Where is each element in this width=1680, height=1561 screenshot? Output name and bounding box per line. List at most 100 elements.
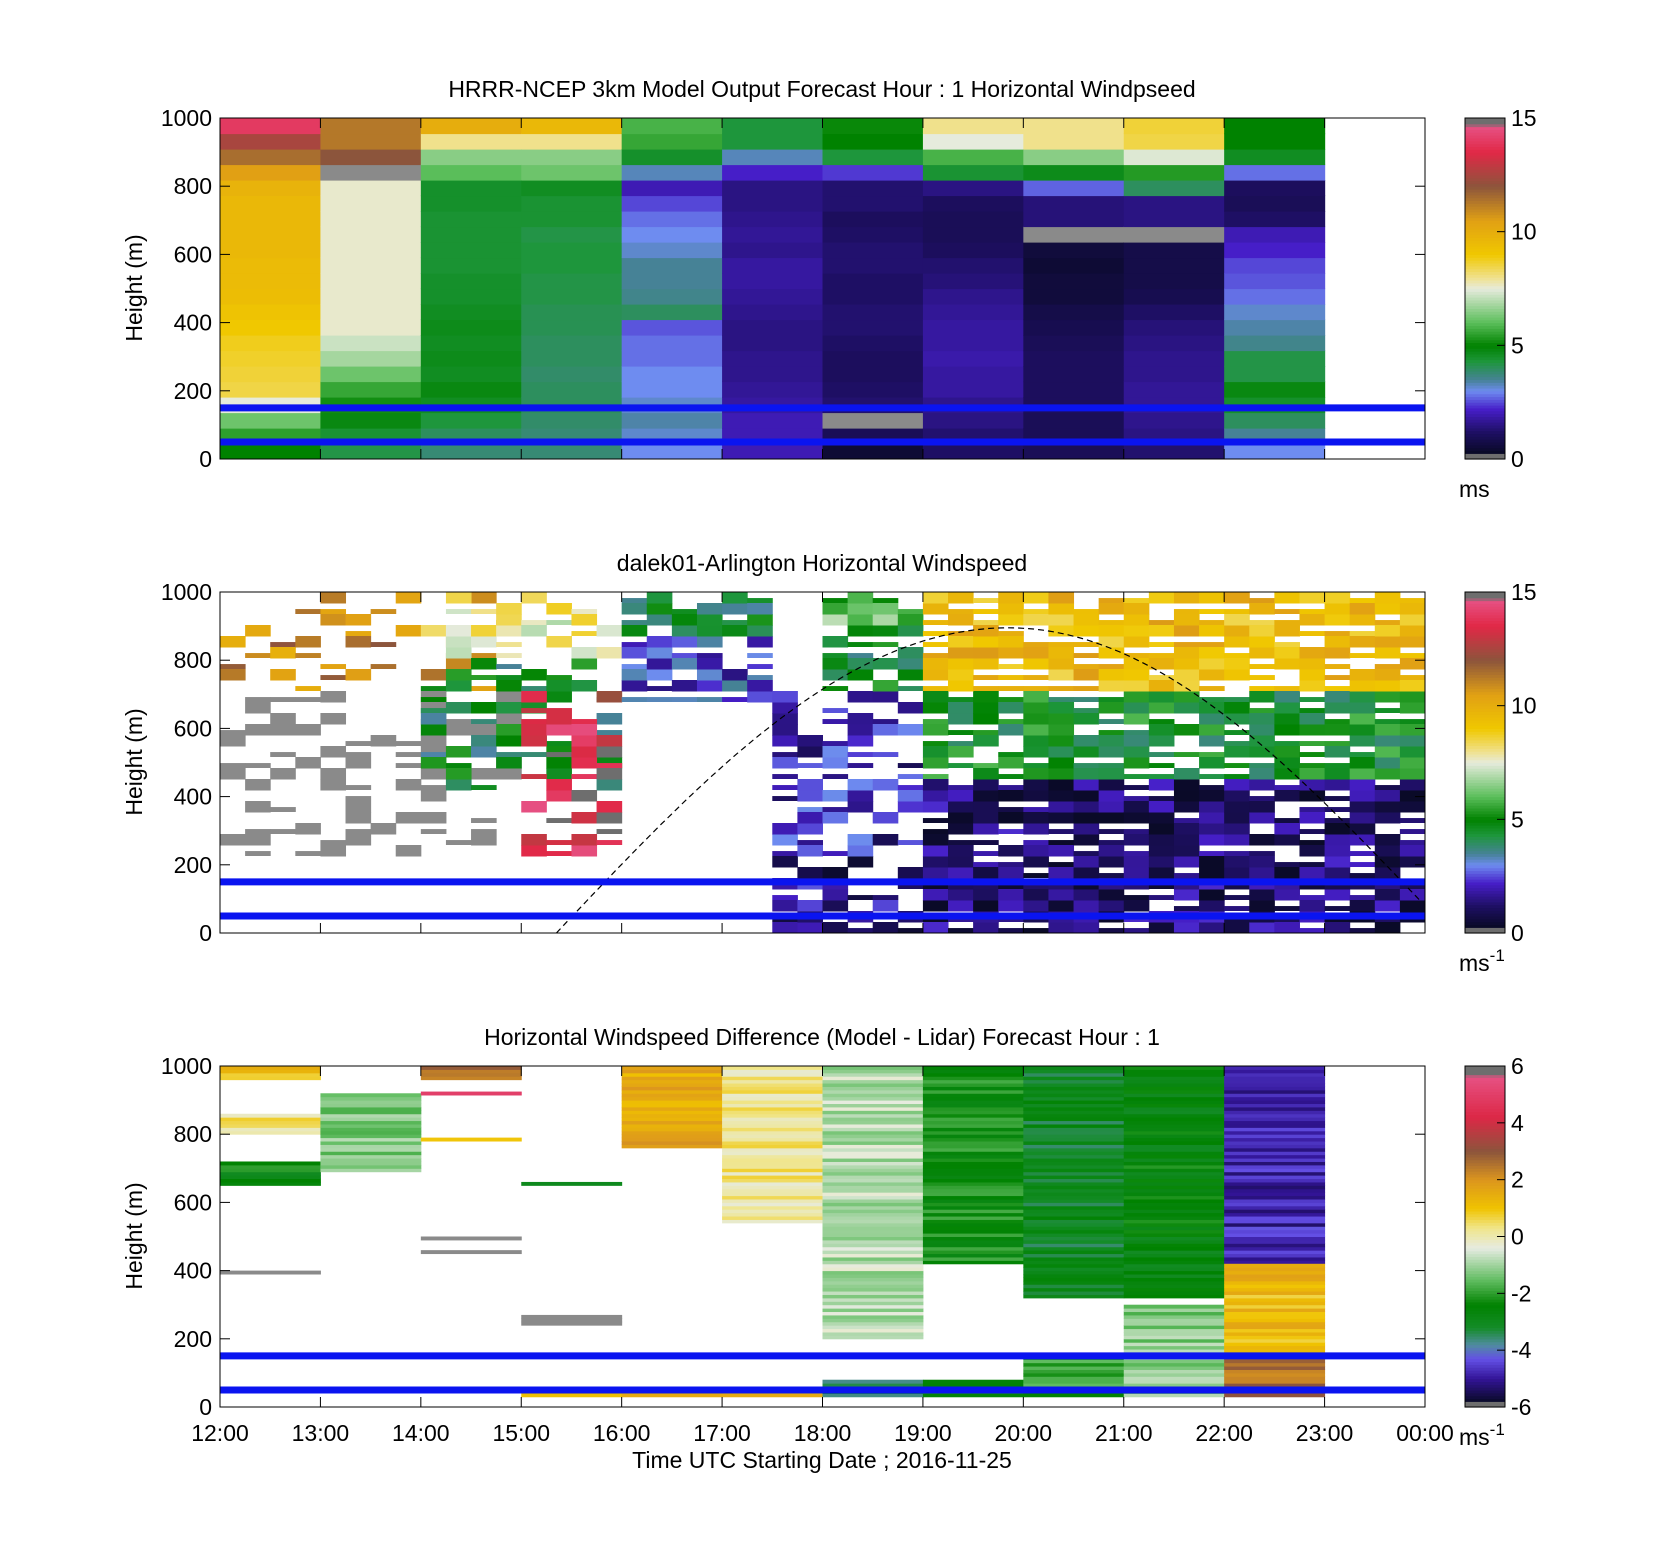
diff-cell <box>1123 1134 1225 1139</box>
lidar-cell <box>998 752 1024 757</box>
lidar-cell <box>496 713 522 725</box>
colorbar-swatch <box>1465 825 1505 829</box>
colorbar-swatch <box>1465 1375 1505 1380</box>
panel-2-heatmap <box>220 587 1425 933</box>
diff-cell <box>922 1072 1024 1077</box>
lidar-cell <box>1399 779 1425 791</box>
colorbar-tick-label: -2 <box>1511 1280 1531 1306</box>
lidar-cell <box>922 719 949 724</box>
lidar-cell <box>797 867 823 879</box>
model-cell <box>1224 242 1326 259</box>
colorbar-swatch <box>1465 830 1505 835</box>
colorbar-swatch <box>1465 910 1505 914</box>
lidar-cell <box>471 592 497 593</box>
lidar-cell <box>1199 620 1225 625</box>
lidar-cell <box>747 625 773 637</box>
lidar-cell <box>998 790 1024 802</box>
colorbar-swatch <box>1465 836 1505 840</box>
lidar-cell <box>1224 697 1250 702</box>
diff-cell <box>1224 1202 1326 1207</box>
lidar-cell <box>1048 790 1075 802</box>
model-cell <box>521 319 623 336</box>
lidar-cell <box>998 774 1024 779</box>
colorbar-swatch <box>1465 1335 1505 1340</box>
lidar-cell <box>1023 873 1049 878</box>
lidar-cell <box>571 845 598 857</box>
lidar-cell <box>1098 620 1125 625</box>
diff-cell <box>521 1318 623 1323</box>
panel-1-title: HRRR-NCEP 3km Model Output Forecast Hour… <box>448 76 1195 102</box>
lidar-cell <box>370 642 397 647</box>
lidar-cell <box>1299 614 1326 626</box>
model-cell <box>320 242 422 259</box>
lidar-cell <box>420 812 447 824</box>
lidar-cell <box>1048 592 1075 604</box>
colorbar-swatch <box>1465 1119 1505 1124</box>
lidar-cell <box>546 840 572 845</box>
colorbar-swatch <box>1465 1105 1505 1110</box>
lidar-cell <box>1274 625 1300 637</box>
lidar-cell <box>973 675 999 680</box>
diff-cell <box>1224 1212 1326 1217</box>
lidar-cell <box>1399 680 1425 692</box>
colorbar-swatch <box>1465 231 1505 236</box>
lidar-cell <box>571 735 598 747</box>
lidar-cell <box>1048 614 1075 626</box>
colorbar-swatch <box>1465 600 1505 604</box>
colorbar-swatch <box>1465 728 1505 732</box>
lidar-cell <box>948 631 974 636</box>
colorbar-swatch <box>1465 839 1505 843</box>
colorbar-swatch <box>1465 711 1505 715</box>
lidar-cell <box>295 697 321 702</box>
model-cell <box>1224 180 1326 197</box>
lidar-cell <box>747 614 773 626</box>
colorbar-swatch <box>1465 1401 1505 1405</box>
lidar-cell <box>571 587 597 592</box>
lidar-cell <box>872 680 899 692</box>
lidar-cell <box>1073 856 1100 868</box>
diff-cell <box>1023 1212 1125 1217</box>
lidar-cell <box>295 653 321 658</box>
lidar-cell <box>1224 730 1250 735</box>
diff-cell <box>320 1151 422 1156</box>
lidar-cell <box>772 851 798 856</box>
lidar-cell <box>1098 664 1125 669</box>
lidar-cell <box>345 834 372 846</box>
lidar-cell <box>822 653 849 658</box>
lidar-cell <box>1199 686 1225 691</box>
lidar-cell <box>1249 779 1275 791</box>
diff-cell <box>822 1222 924 1227</box>
lidar-cell <box>445 609 472 614</box>
colorbar-swatch <box>1465 759 1505 764</box>
diff-cell <box>822 1151 924 1156</box>
lidar-cell <box>1224 592 1250 604</box>
lidar-cell <box>1199 697 1225 702</box>
model-cell <box>922 381 1024 398</box>
lidar-cell <box>420 757 447 769</box>
colorbar-swatch <box>1465 1111 1505 1115</box>
diff-cell <box>922 1256 1024 1261</box>
colorbar-swatch <box>1465 1262 1505 1266</box>
colorbar-swatch <box>1465 368 1505 372</box>
lidar-cell <box>1023 856 1049 868</box>
lidar-cell <box>998 900 1024 912</box>
lidar-cell <box>671 636 698 648</box>
lidar-cell <box>1023 642 1049 647</box>
diff-cell <box>1123 1209 1225 1214</box>
lidar-cell <box>1349 779 1376 791</box>
diff-cell <box>922 1202 1024 1207</box>
lidar-cell <box>772 735 798 747</box>
colorbar-swatch <box>1465 1338 1505 1343</box>
lidar-cell <box>1299 845 1326 857</box>
diff-cell <box>320 1158 422 1162</box>
colorbar-swatch <box>1465 620 1505 624</box>
lidar-cell <box>1274 906 1300 911</box>
lidar-cell <box>847 653 874 658</box>
lidar-cell <box>772 900 798 912</box>
model-cell <box>722 335 824 352</box>
diff-cell <box>1123 1236 1225 1241</box>
colorbar-swatch <box>1465 1245 1505 1249</box>
colorbar-swatch <box>1465 1162 1505 1167</box>
colorbar-swatch <box>1465 237 1505 241</box>
model-cell <box>220 412 322 429</box>
